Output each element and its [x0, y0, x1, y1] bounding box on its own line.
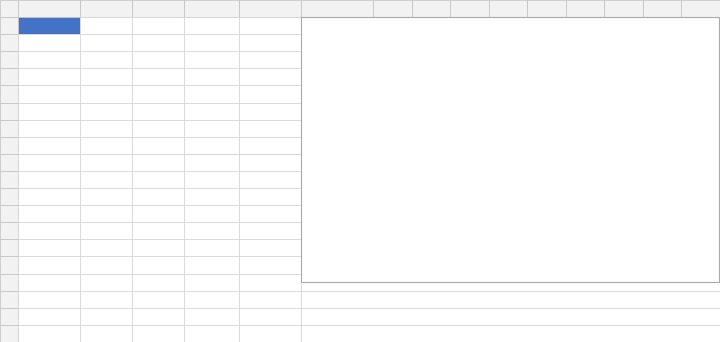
- Text: Bins: Bins: [96, 21, 117, 30]
- Text: 3: 3: [292, 106, 297, 116]
- Text: 68: 68: [43, 89, 55, 99]
- Bar: [348, 197, 397, 251]
- Text: F: F: [334, 3, 340, 13]
- Text: 3: 3: [6, 55, 12, 65]
- Text: Frequency: Frequency: [245, 21, 295, 30]
- Text: >90%: >90%: [197, 140, 226, 150]
- Text: 15: 15: [3, 260, 15, 270]
- Text: 56: 56: [42, 55, 55, 65]
- Text: M: M: [658, 3, 667, 13]
- Text: 14: 14: [3, 243, 15, 253]
- Text: 8: 8: [6, 140, 12, 150]
- Text: 71-80%: 71-80%: [193, 106, 230, 116]
- Text: I: I: [506, 3, 509, 13]
- Y-axis label: Number of Students: Number of Students: [322, 91, 332, 196]
- Text: 81-90%: 81-90%: [193, 123, 230, 133]
- Text: 80: 80: [100, 89, 112, 99]
- Text: N: N: [697, 3, 704, 13]
- Text: 19: 19: [3, 328, 15, 339]
- Text: 0-50%: 0-50%: [196, 55, 227, 65]
- Text: 79: 79: [42, 140, 55, 150]
- Legend: Frequency: Frequency: [658, 135, 720, 152]
- Text: Biology
Scores: Biology Scores: [29, 15, 70, 36]
- Text: 1: 1: [6, 21, 12, 30]
- Text: 81: 81: [43, 157, 55, 167]
- Text: E: E: [267, 3, 273, 13]
- Text: 9: 9: [6, 157, 12, 167]
- Bar: [397, 197, 448, 251]
- Text: 63: 63: [43, 72, 55, 82]
- Text: 1: 1: [292, 72, 297, 82]
- Text: F: F: [390, 3, 395, 13]
- Text: 18: 18: [3, 311, 15, 321]
- Text: 16: 16: [3, 277, 15, 287]
- Text: 5: 5: [6, 89, 12, 99]
- Text: 2: 2: [6, 38, 12, 48]
- Text: Bin: Bin: [204, 21, 220, 30]
- X-axis label: Test Scores: Test Scores: [468, 271, 527, 281]
- Text: L: L: [621, 3, 626, 13]
- Text: 41: 41: [43, 38, 55, 48]
- Text: B: B: [103, 3, 109, 13]
- Text: G: G: [427, 3, 435, 13]
- Bar: [547, 90, 598, 251]
- Text: 7: 7: [6, 123, 12, 133]
- Text: 61-70%: 61-70%: [193, 89, 230, 99]
- Text: 6: 6: [6, 106, 12, 116]
- Text: 1: 1: [292, 55, 297, 65]
- Text: 85: 85: [42, 174, 55, 184]
- Text: 11: 11: [3, 192, 15, 201]
- Text: 60: 60: [100, 55, 112, 65]
- Text: 85: 85: [42, 192, 55, 201]
- Text: 78: 78: [42, 123, 55, 133]
- Text: 4: 4: [6, 72, 12, 82]
- Bar: [448, 144, 498, 251]
- Text: H: H: [466, 3, 473, 13]
- Text: K: K: [582, 3, 588, 13]
- Text: 2: 2: [291, 89, 297, 99]
- Text: 70: 70: [100, 72, 112, 82]
- Text: C: C: [155, 3, 161, 13]
- Text: 51-60%: 51-60%: [193, 72, 230, 82]
- Bar: [498, 90, 547, 251]
- Text: 90: 90: [100, 106, 112, 116]
- Text: 0: 0: [292, 140, 297, 150]
- Text: 10: 10: [3, 174, 15, 184]
- Text: 13: 13: [3, 226, 15, 236]
- Text: 72: 72: [42, 106, 55, 116]
- Text: J: J: [545, 3, 548, 13]
- Text: 50: 50: [100, 38, 112, 48]
- Text: 17: 17: [3, 294, 15, 304]
- Text: 12: 12: [3, 209, 15, 219]
- Title: Ms. Windsor's Biology Class Test Scores: Ms. Windsor's Biology Class Test Scores: [348, 17, 647, 30]
- Text: A: A: [45, 3, 53, 13]
- Text: 3: 3: [292, 123, 297, 133]
- Text: D: D: [207, 3, 215, 13]
